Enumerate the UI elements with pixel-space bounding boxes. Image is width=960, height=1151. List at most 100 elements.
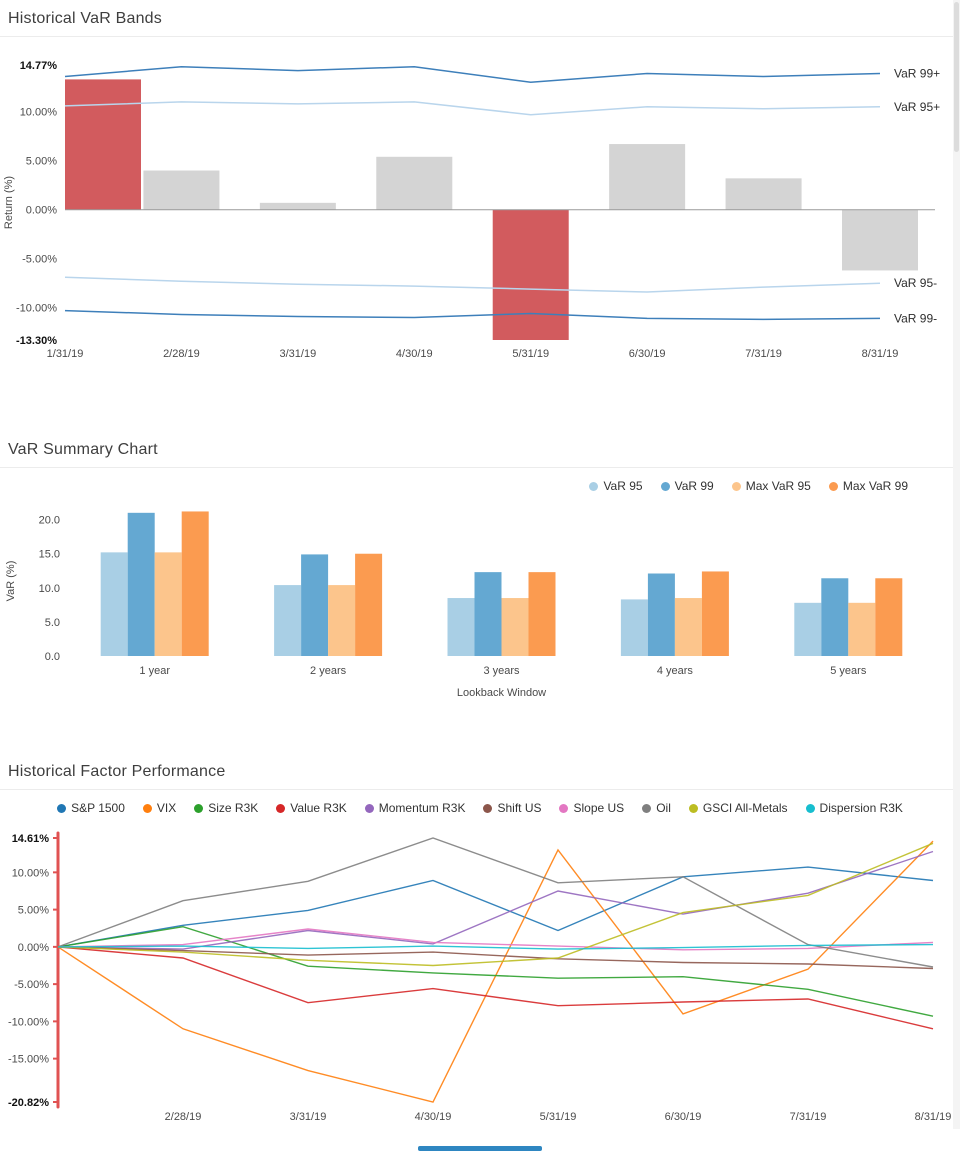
x-tick-label: 3 years (483, 665, 520, 677)
legend-label: S&P 1500 (71, 801, 125, 815)
var-band-line-var-99- (65, 311, 880, 320)
legend-item-max-var-99[interactable]: Max VaR 99 (829, 479, 908, 493)
legend-item-size-r3k[interactable]: Size R3K (194, 801, 258, 815)
legend-swatch (829, 482, 838, 491)
y-tick-label: -10.00% (16, 303, 57, 315)
factor-line-vix (58, 841, 933, 1102)
y-tick-label: 5.00% (26, 156, 57, 168)
divider (0, 467, 960, 468)
divider (0, 789, 960, 790)
x-tick-label: 5/31/19 (512, 348, 549, 360)
var-band-label: VaR 99- (894, 311, 937, 325)
legend-swatch (276, 804, 285, 813)
factor-line-shift-us (58, 947, 933, 969)
legend-swatch (642, 804, 651, 813)
legend-label: GSCI All-Metals (703, 801, 788, 815)
legend-item-momentum-r3k[interactable]: Momentum R3K (365, 801, 466, 815)
return-bar (376, 157, 452, 210)
legend-item-s-p-1500[interactable]: S&P 1500 (57, 801, 125, 815)
legend-label: Shift US (497, 801, 541, 815)
var-bands-title: Historical VaR Bands (0, 10, 960, 28)
x-tick-label: 4/30/19 (396, 348, 433, 360)
return-bar-breach (65, 79, 141, 209)
x-tick-label: 5 years (830, 665, 867, 677)
y-tick-label: -5.00% (14, 979, 49, 991)
summary-bar-var-95 (101, 552, 128, 656)
x-tick-label: 3/31/19 (290, 1111, 327, 1123)
return-bar-breach (493, 210, 569, 340)
y-tick-label: 20.0 (39, 515, 60, 527)
y-tick-label: 14.77% (20, 60, 58, 72)
x-tick-label: 6/30/19 (629, 348, 666, 360)
legend-item-slope-us[interactable]: Slope US (559, 801, 624, 815)
x-tick-label: 4/30/19 (415, 1111, 452, 1123)
y-tick-label: 10.00% (20, 107, 58, 119)
y-tick-label: 14.61% (12, 833, 50, 845)
y-tick-label: -10.00% (8, 1016, 49, 1028)
y-axis-title: VaR (%) (5, 561, 17, 602)
x-tick-label: 2 years (310, 665, 347, 677)
var-summary-title: VaR Summary Chart (0, 441, 960, 459)
factor-performance-title: Historical Factor Performance (0, 763, 960, 781)
var-bands-chart: VaR 99+VaR 95+VaR 95-VaR 99-14.77%10.00%… (0, 45, 960, 375)
var-band-line-var-95- (65, 102, 880, 115)
x-tick-label: 4 years (657, 665, 694, 677)
x-tick-label: 7/31/19 (745, 348, 782, 360)
factor-performance-chart: 14.61%10.00%5.00%0.00%-5.00%-10.00%-15.0… (0, 820, 960, 1140)
y-tick-label: 5.00% (18, 905, 49, 917)
var-band-label: VaR 95- (894, 276, 937, 290)
legend-swatch (661, 482, 670, 491)
summary-bar-var-99 (821, 578, 848, 656)
summary-bar-max-var-95 (848, 603, 875, 656)
y-tick-label: -15.00% (8, 1054, 49, 1066)
summary-bar-max-var-99 (182, 511, 209, 656)
legend-item-max-var-95[interactable]: Max VaR 95 (732, 479, 811, 493)
y-tick-label: -20.82% (8, 1097, 49, 1109)
legend-label: Dispersion R3K (820, 801, 903, 815)
legend-swatch (589, 482, 598, 491)
y-tick-label: 0.00% (26, 205, 57, 217)
legend-swatch (559, 804, 568, 813)
legend-swatch (483, 804, 492, 813)
x-tick-label: 1/31/19 (47, 348, 84, 360)
return-bar (609, 144, 685, 210)
legend-item-oil[interactable]: Oil (642, 801, 671, 815)
summary-bar-max-var-99 (355, 554, 382, 656)
y-tick-label: 0.0 (45, 651, 60, 663)
summary-bar-max-var-95 (155, 552, 182, 656)
var-bands-panel: Historical VaR Bands VaR 99+VaR 95+VaR 9… (0, 0, 960, 375)
x-tick-label: 8/31/19 (862, 348, 899, 360)
x-tick-label: 2/28/19 (163, 348, 200, 360)
legend-item-value-r3k[interactable]: Value R3K (276, 801, 346, 815)
y-tick-label: -13.30% (16, 335, 57, 347)
legend-item-shift-us[interactable]: Shift US (483, 801, 541, 815)
y-tick-label: 15.0 (39, 549, 60, 561)
legend-item-var-95[interactable]: VaR 95 (589, 479, 642, 493)
legend-item-vix[interactable]: VIX (143, 801, 176, 815)
legend-item-gsci-all-metals[interactable]: GSCI All-Metals (689, 801, 788, 815)
summary-bar-max-var-99 (529, 572, 556, 656)
var-band-label: VaR 95+ (894, 100, 940, 114)
legend-swatch (365, 804, 374, 813)
legend-swatch (806, 804, 815, 813)
factor-line-s-p-1500 (58, 867, 933, 947)
summary-bar-var-95 (794, 603, 821, 656)
legend-label: Value R3K (290, 801, 346, 815)
var-band-line-var-99- (65, 67, 880, 83)
return-bar (726, 178, 802, 209)
legend-item-dispersion-r3k[interactable]: Dispersion R3K (806, 801, 903, 815)
x-tick-label: 2/28/19 (165, 1111, 202, 1123)
vertical-scrollbar[interactable] (953, 0, 960, 1129)
summary-bar-max-var-95 (502, 598, 529, 656)
legend-label: Max VaR 95 (746, 479, 811, 493)
legend-swatch (732, 482, 741, 491)
y-tick-label: 5.0 (45, 617, 60, 629)
summary-bar-max-var-95 (675, 598, 702, 656)
scrollbar-thumb[interactable] (954, 2, 959, 152)
summary-bar-max-var-99 (875, 578, 902, 656)
legend-label: Oil (656, 801, 671, 815)
legend-label: Momentum R3K (379, 801, 466, 815)
summary-bar-max-var-95 (328, 585, 355, 656)
legend-item-var-99[interactable]: VaR 99 (661, 479, 714, 493)
